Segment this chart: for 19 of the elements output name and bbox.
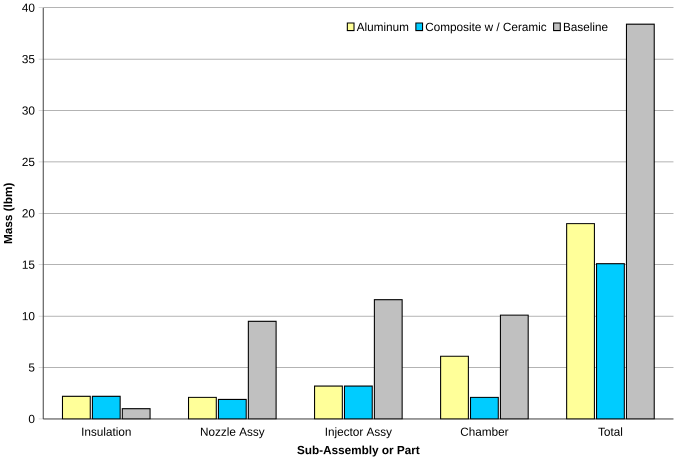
y-tick-label: 10 [22,312,34,320]
x-tick-label: Chamber [460,427,508,436]
y-tick-label: 20 [22,209,34,218]
y-tick-label: 0 [28,414,34,424]
x-tick-label: Injector Assy [326,427,392,438]
y-tick-label: 30 [22,106,34,115]
legend-label: Aluminum [356,22,408,32]
y-tick-label: 5 [28,363,34,372]
legend-label: Baseline [564,22,608,32]
y-tick-label: 35 [22,54,34,64]
x-tick-label: Insulation [82,427,131,436]
y-axis-title: Mass (lbm) [4,183,15,244]
y-tick-label: 40 [22,4,34,12]
x-tick-label: Nozzle Assy [200,427,265,438]
y-tick-label: 25 [22,158,34,166]
x-tick-label: Total [598,427,622,436]
y-tick-label: 15 [22,260,34,269]
legend-label: Composite w / Ceramic [426,22,546,34]
x-axis-title: Sub-Assembly or Part [297,446,420,456]
